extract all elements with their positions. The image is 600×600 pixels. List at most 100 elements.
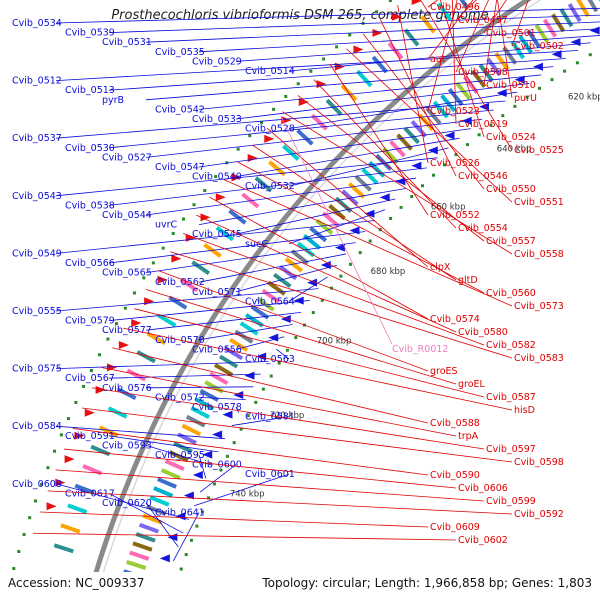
track-dot: [368, 239, 372, 243]
track-dot: [296, 82, 300, 86]
forward-arrow: [222, 410, 233, 419]
forward-gene-label: Cvib_0543: [12, 191, 62, 202]
forward-leader-line: [235, 406, 240, 413]
forward-gene-label: Cvib_0620: [102, 498, 152, 509]
track-dot: [132, 291, 136, 295]
forward-gene-label: Cvib_0555: [12, 306, 62, 317]
reverse-leader-line: [483, 0, 498, 86]
track-dot: [213, 482, 217, 486]
reverse-leader-line: [145, 289, 457, 385]
track-dot: [260, 120, 264, 124]
gene-block-forward: [341, 189, 359, 206]
track-dot: [320, 298, 324, 302]
reverse-gene-label: Cvib_0501: [486, 28, 536, 39]
reverse-gene-label: Cvib_0523: [430, 106, 480, 117]
reverse-leader-line: [237, 161, 485, 294]
track-dot: [277, 361, 281, 365]
gene-block-forward: [290, 249, 309, 265]
track-dot: [246, 414, 250, 418]
forward-gene-label: Cvib_0563: [245, 354, 295, 365]
reverse-gene-label: clpX: [430, 262, 451, 273]
gene-block-forward: [185, 414, 206, 428]
reverse-gene-label: Cvib_0502: [514, 41, 564, 52]
track-dot: [348, 262, 352, 266]
forward-leader-line: [199, 464, 237, 493]
track-dot: [294, 336, 298, 340]
track-dot: [284, 94, 288, 98]
reverse-gene-label: Cvib_0590: [430, 470, 480, 481]
forward-gene-label: Cvib_0512: [12, 76, 62, 87]
gene-block-forward: [255, 296, 275, 312]
forward-leader-line: [198, 397, 246, 401]
gene-block-reverse: [146, 331, 167, 346]
forward-leader-line: [288, 91, 518, 129]
kbp-tick-label: 700 kbp: [317, 337, 352, 347]
gene-block-forward: [284, 257, 304, 273]
forward-gene-label: sucC: [245, 239, 268, 250]
forward-leader-line: [108, 493, 184, 534]
forward-gene-label: Cvib_0539: [65, 28, 115, 39]
reverse-gene-label: Cvib_0580: [458, 327, 508, 338]
forward-leader-line: [198, 253, 347, 283]
track-dot: [89, 369, 93, 373]
reverse-gene-label: Cvib_0560: [486, 288, 536, 299]
gene-block-forward: [470, 69, 487, 88]
forward-leader-line: [108, 58, 566, 91]
forward-gene-label: Cvib_0641: [155, 508, 205, 519]
track-dot: [358, 251, 362, 255]
reverse-leader-line: [170, 251, 513, 359]
track-dot: [311, 311, 315, 315]
reverse-gene-label: Cvib_0551: [514, 197, 564, 208]
reverse-leader-line: [55, 469, 485, 502]
forward-gene-label: Cvib_0566: [65, 258, 115, 269]
reverse-leader-line: [497, 0, 513, 99]
forward-gene-label: Cvib_0530: [65, 143, 115, 154]
gene-block-reverse: [371, 55, 388, 74]
forward-gene-label: Cvib_0514: [245, 66, 295, 77]
gene-block-forward: [315, 218, 334, 235]
forward-gene-label: Cvib_0595: [155, 450, 205, 461]
forward-leader-line: [55, 50, 579, 81]
forward-arrow: [589, 26, 600, 35]
gene-block-forward: [213, 363, 234, 377]
forward-leader-line: [108, 231, 366, 264]
reverse-gene-label: Cvib_0609: [430, 522, 480, 533]
gene-block-forward: [478, 63, 494, 83]
track-dot: [142, 276, 146, 280]
gene-block-reverse: [228, 209, 247, 225]
track-dot: [12, 567, 16, 571]
track-dot: [525, 95, 529, 99]
reverse-gene-label: Cvib_0588: [430, 418, 480, 429]
gene-block-reverse: [74, 483, 95, 495]
reverse-gene-label: Cvib_0508: [458, 67, 508, 78]
track-dot: [261, 387, 265, 391]
gene-block-forward: [567, 3, 582, 23]
gene-block-forward: [149, 495, 170, 507]
track-dot: [46, 466, 50, 470]
track-dot: [53, 449, 57, 453]
forward-leader-line: [145, 66, 554, 101]
track-dot: [375, 10, 379, 14]
forward-gene-label: Cvib_0527: [102, 152, 152, 163]
track-dot: [421, 184, 425, 188]
track-dot: [219, 468, 223, 472]
gene-block-reverse: [60, 523, 81, 534]
rna-leader-line: [280, 115, 393, 345]
track-dot: [443, 163, 447, 167]
forward-gene-label: Cvib_0549: [12, 248, 62, 259]
reverse-leader-line: [346, 48, 513, 203]
reverse-leader-line: [196, 214, 457, 333]
forward-leader-line: [145, 177, 417, 216]
track-dot: [184, 553, 188, 557]
reverse-arrow: [95, 385, 106, 394]
reverse-gene-label: trpA: [458, 431, 479, 442]
gene-block-forward: [129, 550, 150, 561]
gene-block-forward: [250, 304, 270, 320]
forward-gene-label: Cvib_0600: [192, 460, 242, 471]
forward-leader-line: [55, 7, 600, 24]
track-dot: [189, 538, 193, 542]
forward-gene-label: Cvib_0533: [192, 114, 242, 125]
forward-leader-line: [288, 42, 591, 72]
forward-arrow: [192, 470, 203, 479]
